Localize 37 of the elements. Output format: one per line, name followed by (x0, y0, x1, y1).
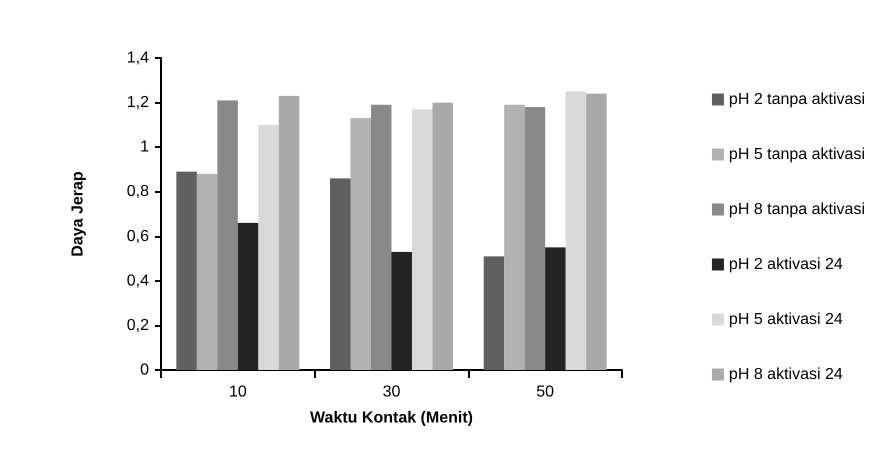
bar (524, 107, 546, 370)
bar (392, 252, 412, 370)
x-tick-label: 50 (536, 384, 554, 400)
bar (484, 256, 504, 370)
y-tick-label: 1,4 (126, 50, 150, 66)
legend-label: pH 8 tanpa aktivasi (728, 201, 865, 218)
bar (504, 104, 525, 370)
bar (371, 104, 392, 370)
y-tick-label: 0,6 (126, 228, 150, 245)
y-tick-label: 1,2 (126, 94, 150, 112)
bar (545, 247, 566, 370)
bar (586, 94, 607, 370)
legend-label: pH 8 aktivasi 24 (728, 366, 843, 383)
y-tick-label: 0,2 (126, 316, 150, 334)
bar (432, 102, 453, 370)
x-axis-title: Waktu Kontak (Menit) (310, 410, 473, 426)
legend-label: pH 2 aktivasi 24 (728, 256, 843, 273)
bar (566, 91, 586, 370)
x-tick-label: 30 (382, 384, 400, 400)
y-tick-label: 0,8 (126, 183, 150, 200)
y-tick-label: 0,4 (126, 272, 150, 290)
bar (176, 172, 197, 370)
x-tick-label: 10 (228, 384, 247, 400)
bar (217, 100, 238, 370)
y-axis-title: Daya Jerap (70, 171, 86, 257)
bar (412, 109, 432, 370)
legend-label: pH 5 aktivasi 24 (728, 311, 843, 328)
bar (278, 96, 300, 370)
y-tick-label: 0 (140, 362, 150, 378)
bar (196, 174, 218, 370)
bar (258, 124, 279, 370)
legend-label: pH 5 tanpa aktivasi (728, 146, 865, 163)
bar (350, 118, 372, 370)
bar (330, 178, 351, 370)
legend-label: pH 2 tanpa aktivasi (728, 91, 865, 108)
y-tick-label: 1 (140, 138, 150, 156)
bar (238, 222, 258, 370)
